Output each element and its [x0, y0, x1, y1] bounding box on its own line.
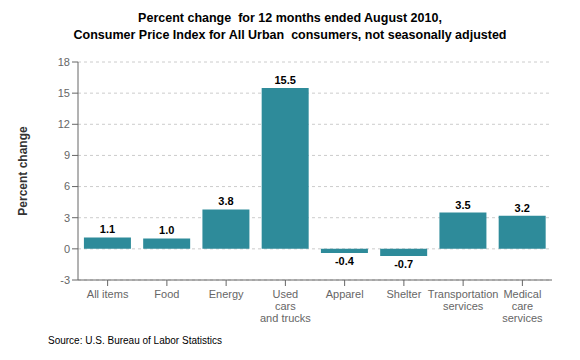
svg-text:9: 9	[64, 149, 70, 161]
html-text:Percent change for 12 months e: Percent change for 12 months ended Augus…	[138, 11, 442, 25]
svg-text:Percent change: Percent change	[16, 126, 30, 216]
svg-text:0: 0	[64, 243, 70, 255]
svg-text:1.1: 1.1	[100, 223, 115, 235]
svg-text:Apparel: Apparel	[326, 288, 364, 300]
svg-text:15.5: 15.5	[274, 74, 295, 86]
svg-text:12: 12	[58, 118, 70, 130]
svg-text:3.2: 3.2	[515, 202, 530, 214]
svg-text:Transportationservices: Transportationservices	[428, 288, 499, 312]
svg-text:Food: Food	[154, 288, 179, 300]
svg-text:3: 3	[64, 212, 70, 224]
svg-text:15: 15	[58, 87, 70, 99]
svg-text:-3: -3	[60, 274, 70, 286]
svg-text:Medicalcareservices: Medicalcareservices	[502, 288, 543, 324]
svg-text:3.5: 3.5	[455, 199, 470, 211]
svg-text:3.8: 3.8	[218, 195, 233, 207]
svg-text:Energy: Energy	[209, 288, 244, 300]
svg-text:6: 6	[64, 180, 70, 192]
svg-text:18: 18	[58, 56, 70, 68]
svg-text:Shelter: Shelter	[386, 288, 421, 300]
svg-text:Usedcarsand trucks: Usedcarsand trucks	[260, 288, 311, 324]
html-text:Consumer Price Index for All U: Consumer Price Index for All Urban consu…	[73, 28, 507, 42]
svg-text:-0.4: -0.4	[335, 255, 355, 267]
svg-text:All items: All items	[87, 288, 129, 300]
svg-text:-0.7: -0.7	[394, 258, 413, 270]
html-text:Source: U.S. Bureau of Labor S: Source: U.S. Bureau of Labor Statistics	[48, 335, 222, 346]
svg-text:1.0: 1.0	[159, 224, 174, 236]
